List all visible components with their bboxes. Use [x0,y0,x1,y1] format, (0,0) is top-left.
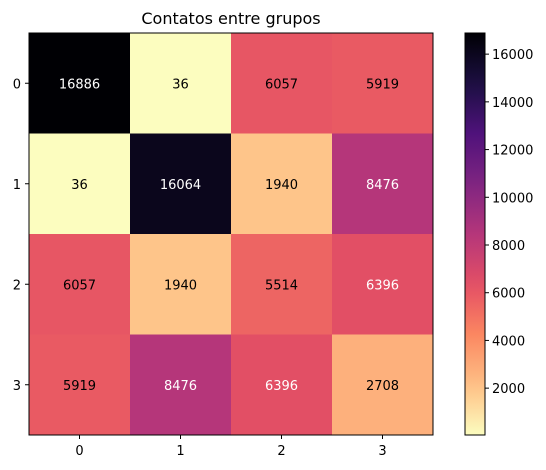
heatmap-cell-3-1 [130,334,232,436]
heatmap-cell-1-3 [332,133,434,235]
heatmap-cell-2-2 [231,234,333,335]
cell-value-label: 6057 [63,278,96,293]
x-tick-label: 0 [75,444,83,459]
cell-value-label: 6396 [366,278,399,293]
cell-value-label: 1940 [164,278,197,293]
heatmap-cell-3-3 [332,334,434,436]
colorbar-tick-label: 6000 [492,287,525,302]
heatmap-cell-1-2 [231,133,333,235]
heatmap-cell-2-3 [332,234,434,335]
chart-title: Contatos entre grupos [141,9,320,28]
y-tick-label: 3 [13,379,21,394]
cell-value-label: 5919 [63,379,96,394]
heatmap-cell-2-1 [130,234,232,335]
y-tick-label: 2 [13,278,21,293]
colorbar-tick-label: 14000 [492,96,533,111]
heatmap-cell-0-0 [29,33,131,134]
cell-value-label: 1940 [265,178,298,193]
x-tick-label: 2 [277,444,285,459]
y-tick-label: 0 [13,77,21,92]
heatmap-cell-3-0 [29,334,131,436]
cell-value-label: 6057 [265,77,298,92]
cell-value-label: 5919 [366,77,399,92]
colorbar-tick-label: 16000 [492,48,533,63]
colorbar [464,32,486,436]
x-tick-label: 3 [378,444,386,459]
heatmap-cell-2-0 [29,234,131,335]
heatmap-cell-1-1 [130,133,232,235]
colorbar-tick-label: 12000 [492,144,533,159]
heatmap-cell-0-2 [231,33,333,134]
colorbar-tick-label: 4000 [492,334,525,349]
cell-value-label: 36 [71,178,88,193]
heatmap-cell-3-2 [231,334,333,436]
heatmap-cell-0-3 [332,33,434,134]
cell-value-label: 16064 [160,178,201,193]
colorbar-tick-label: 8000 [492,239,525,254]
colorbar-tick-label: 10000 [492,191,533,206]
heatmap-cell-1-0 [29,133,131,235]
cell-value-label: 6396 [265,379,298,394]
cell-value-label: 5514 [265,278,298,293]
cell-value-label: 16886 [59,77,100,92]
cell-value-label: 36 [172,77,189,92]
cell-value-label: 8476 [366,178,399,193]
colorbar-tick-label: 2000 [492,382,525,397]
heatmap-cell-0-1 [130,33,232,134]
plot-frame [28,32,434,436]
x-tick-label: 1 [176,444,184,459]
y-tick-label: 1 [13,178,21,193]
cell-value-label: 8476 [164,379,197,394]
cell-value-label: 2708 [366,379,399,394]
